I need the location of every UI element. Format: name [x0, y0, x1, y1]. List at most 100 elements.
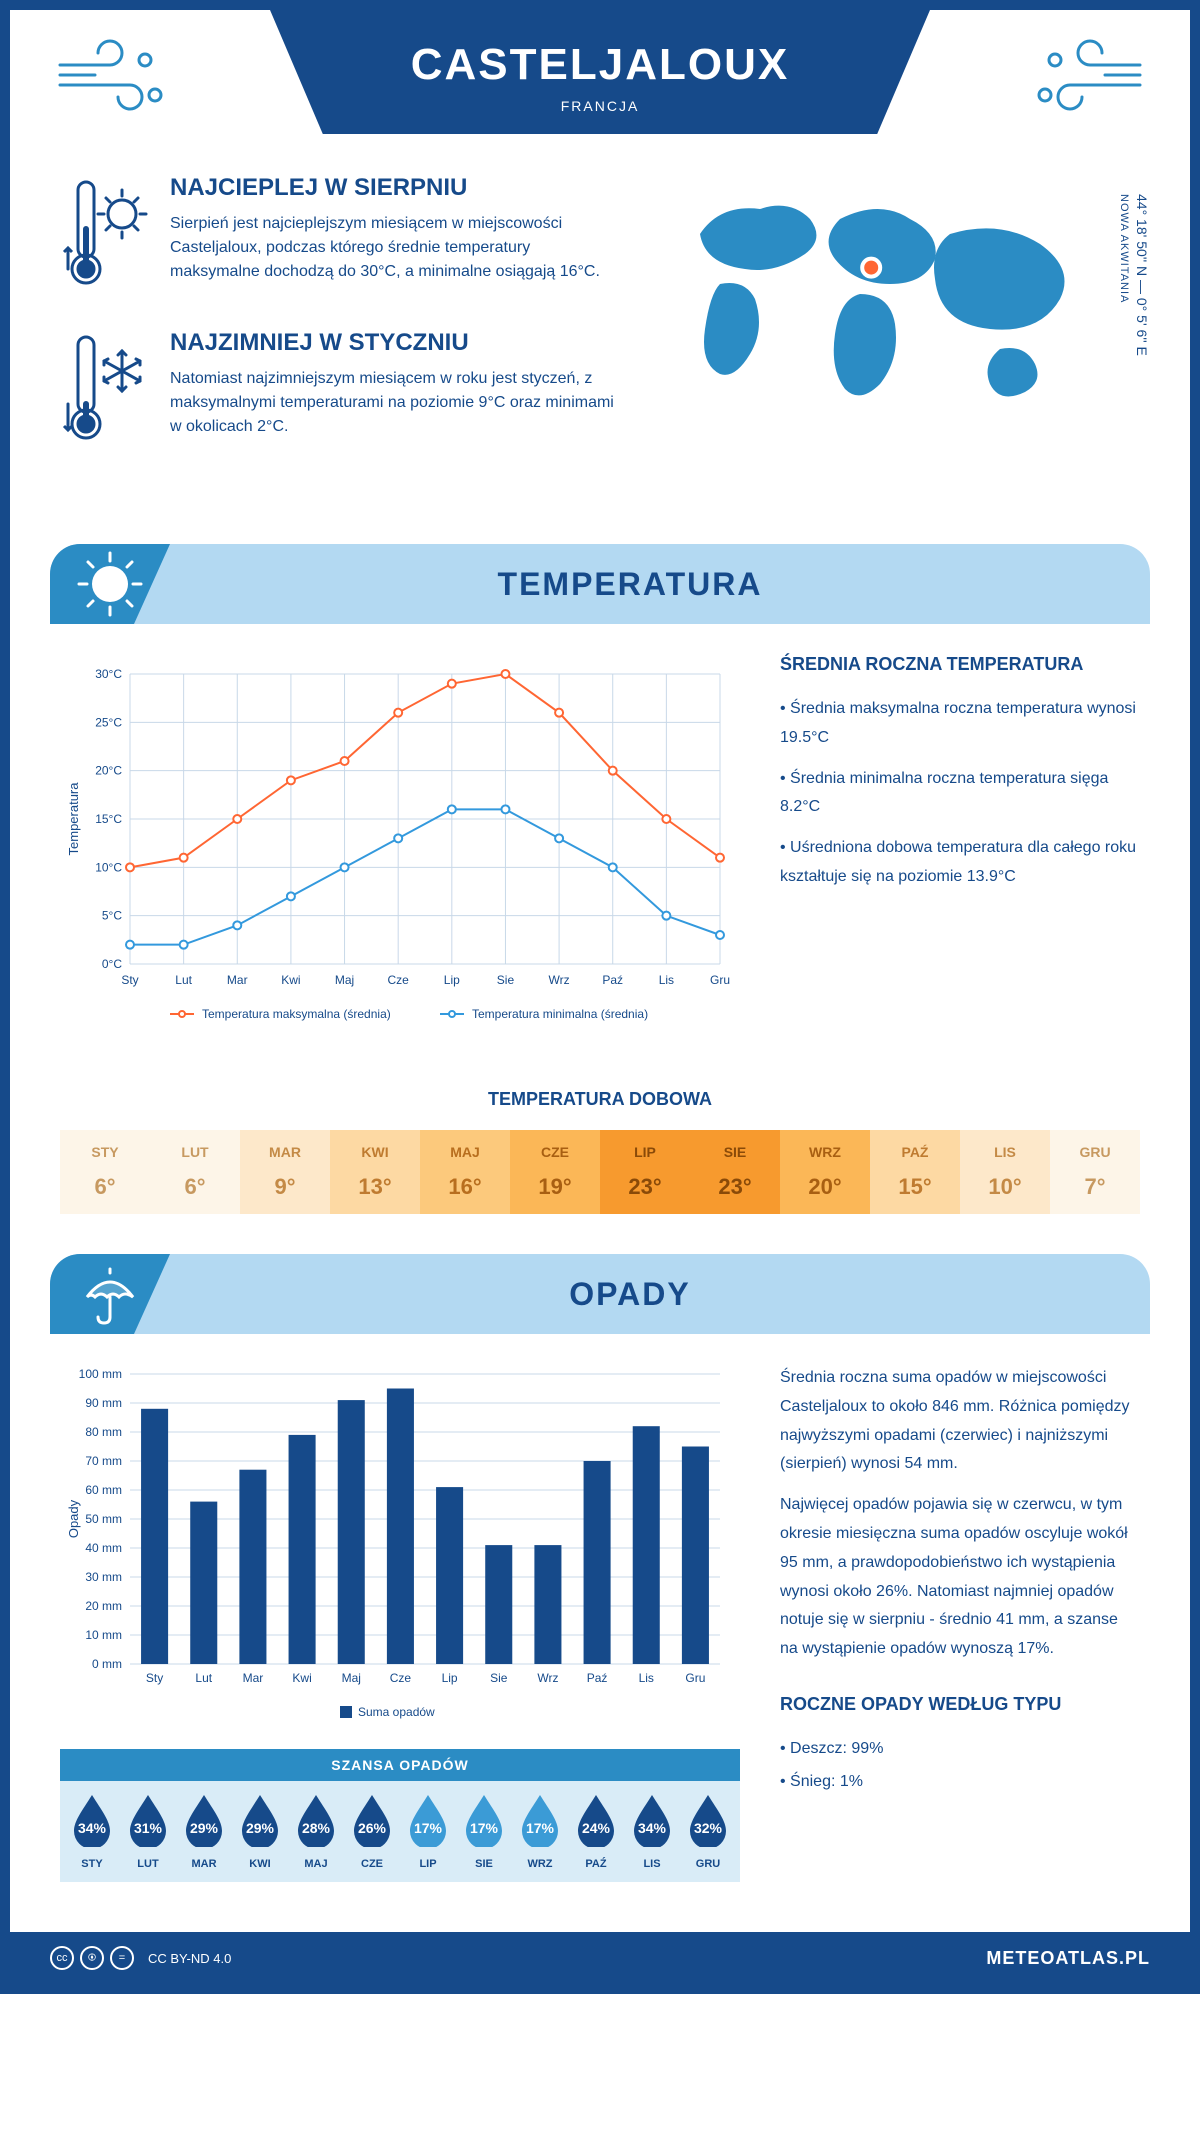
raindrop-icon: 17%	[406, 1793, 450, 1847]
precip-paragraph: Średnia roczna suma opadów w miejscowośc…	[780, 1364, 1140, 1479]
daily-temp-cell: KWI 13°	[330, 1130, 420, 1214]
raindrop-icon: 28%	[294, 1793, 338, 1847]
daily-temp-cell: CZE19°	[510, 1130, 600, 1214]
daily-temp-value: 20°	[784, 1174, 866, 1200]
temp-bullet: • Uśredniona dobowa temperatura dla całe…	[780, 834, 1140, 892]
license-block: cc 🅯 = CC BY-ND 4.0	[50, 1946, 231, 1970]
precip-by-type-title: ROCZNE OPADY WEDŁUG TYPU	[780, 1694, 1140, 1715]
precip-chance-cell: 17% WRZ	[512, 1793, 568, 1870]
daily-temp-value: 16°	[424, 1174, 506, 1200]
precip-chance-month: WRZ	[512, 1858, 568, 1870]
daily-temp-value: 23°	[604, 1174, 686, 1200]
svg-text:34%: 34%	[78, 1820, 107, 1836]
precip-chance-month: GRU	[680, 1858, 736, 1870]
warmest-text: Sierpień jest najcieplejszym miesiącem w…	[170, 212, 620, 284]
precip-chance-cell: 29%KWI	[232, 1793, 288, 1870]
raindrop-icon: 31%	[126, 1793, 170, 1847]
svg-text:32%: 32%	[694, 1820, 723, 1836]
svg-text:70 mm: 70 mm	[85, 1454, 122, 1468]
country-name: FRANCJA	[290, 98, 910, 114]
precip-chance-month: SIE	[456, 1858, 512, 1870]
precip-chance-month: CZE	[344, 1858, 400, 1870]
daily-temp-cell: LIP 23°	[600, 1130, 690, 1214]
precipitation-chart-area: 0 mm10 mm20 mm30 mm40 mm50 mm60 mm70 mm8…	[60, 1364, 740, 1902]
thermometer-hot-icon	[60, 174, 150, 299]
daily-temp-month: LUT	[154, 1144, 236, 1160]
daily-temp-cell: STY 6°	[60, 1130, 150, 1214]
svg-text:17%: 17%	[414, 1820, 443, 1836]
daily-temp-cell: MAR9°	[240, 1130, 330, 1214]
svg-text:15°C: 15°C	[95, 812, 122, 826]
precipitation-content: 0 mm10 mm20 mm30 mm40 mm50 mm60 mm70 mm8…	[10, 1334, 1190, 1932]
precip-chance-cell: 28% MAJ	[288, 1793, 344, 1870]
daily-temp-cell: GRU 7°	[1050, 1130, 1140, 1214]
daily-temp-cell: LUT 6°	[150, 1130, 240, 1214]
coordinates-label: 44° 18' 50'' N — 0° 5' 6'' E	[1134, 194, 1150, 356]
precip-chance-cell: 34%LIS	[624, 1793, 680, 1870]
city-name: CASTELJALOUX	[290, 40, 910, 90]
daily-temp-month: MAJ	[424, 1144, 506, 1160]
header-row: CASTELJALOUX FRANCJA	[10, 10, 1190, 134]
wind-icon-left	[50, 10, 190, 110]
info-section: NAJCIEPLEJ W SIERPNIU Sierpień jest najc…	[10, 134, 1190, 524]
warmest-title: NAJCIEPLEJ W SIERPNIU	[170, 174, 620, 202]
daily-temp-title: TEMPERATURA DOBOWA	[10, 1089, 1190, 1110]
precip-chance-cell: 29%MAR	[176, 1793, 232, 1870]
svg-text:20 mm: 20 mm	[85, 1599, 122, 1613]
svg-text:Cze: Cze	[388, 973, 410, 987]
daily-temp-value: 13°	[334, 1174, 416, 1200]
precip-by-type-list: • Deszcz: 99%• Śnieg: 1%	[780, 1735, 1140, 1797]
svg-text:Gru: Gru	[710, 973, 730, 987]
precipitation-summary: Średnia roczna suma opadów w miejscowośc…	[780, 1364, 1140, 1902]
precip-chance-cell: 31% LUT	[120, 1793, 176, 1870]
svg-text:10°C: 10°C	[95, 860, 122, 874]
daily-temp-value: 6°	[64, 1174, 146, 1200]
daily-temp-value: 9°	[244, 1174, 326, 1200]
daily-temp-value: 23°	[694, 1174, 776, 1200]
raindrop-icon: 32%	[686, 1793, 730, 1847]
page: CASTELJALOUX FRANCJA	[0, 0, 1200, 1994]
daily-temp-month: GRU	[1054, 1144, 1136, 1160]
daily-temp-cell: PAŹ15°	[870, 1130, 960, 1214]
daily-temp-month: WRZ	[784, 1144, 866, 1160]
region-label: NOWA AKWITANIA	[1118, 194, 1130, 303]
daily-temp-value: 6°	[154, 1174, 236, 1200]
precip-chance-month: LIS	[624, 1858, 680, 1870]
svg-text:17%: 17%	[526, 1820, 555, 1836]
daily-temp-month: KWI	[334, 1144, 416, 1160]
precip-chance-cell: 32% GRU	[680, 1793, 736, 1870]
svg-text:Sie: Sie	[490, 1671, 508, 1685]
svg-text:29%: 29%	[190, 1820, 219, 1836]
svg-text:Kwi: Kwi	[292, 1671, 311, 1685]
temperature-title: TEMPERATURA	[110, 566, 1150, 603]
precip-chance-month: LUT	[120, 1858, 176, 1870]
precip-chance-month: KWI	[232, 1858, 288, 1870]
svg-text:28%: 28%	[302, 1820, 331, 1836]
footer-brand: METEOATLAS.PL	[986, 1948, 1150, 1969]
precip-chance-row: 34%STY31%LUT29%MAR29%KWI28%MAJ26%CZE17%L…	[60, 1781, 740, 1882]
raindrop-icon: 24%	[574, 1793, 618, 1847]
svg-text:Lis: Lis	[639, 1671, 654, 1685]
svg-text:Paź: Paź	[602, 973, 623, 987]
daily-temp-month: PAŹ	[874, 1144, 956, 1160]
precip-chance-month: MAJ	[288, 1858, 344, 1870]
svg-text:60 mm: 60 mm	[85, 1483, 122, 1497]
daily-temp-month: STY	[64, 1144, 146, 1160]
svg-text:10 mm: 10 mm	[85, 1628, 122, 1642]
svg-text:26%: 26%	[358, 1820, 387, 1836]
daily-temp-month: LIP	[604, 1144, 686, 1160]
daily-temp-cell: SIE 23°	[690, 1130, 780, 1214]
svg-text:40 mm: 40 mm	[85, 1541, 122, 1555]
svg-text:80 mm: 80 mm	[85, 1425, 122, 1439]
svg-text:Maj: Maj	[342, 1671, 361, 1685]
svg-text:25°C: 25°C	[95, 715, 122, 729]
daily-temp-month: SIE	[694, 1144, 776, 1160]
svg-text:Paź: Paź	[587, 1671, 608, 1685]
svg-text:Mar: Mar	[243, 1671, 264, 1685]
svg-text:20°C: 20°C	[95, 764, 122, 778]
raindrop-icon: 17%	[518, 1793, 562, 1847]
svg-text:Mar: Mar	[227, 973, 248, 987]
temperature-content: 0°C5°C10°C15°C20°C25°C30°CStyLutMarKwiMa…	[10, 624, 1190, 1069]
daily-temp-value: 7°	[1054, 1174, 1136, 1200]
svg-text:5°C: 5°C	[102, 909, 122, 923]
